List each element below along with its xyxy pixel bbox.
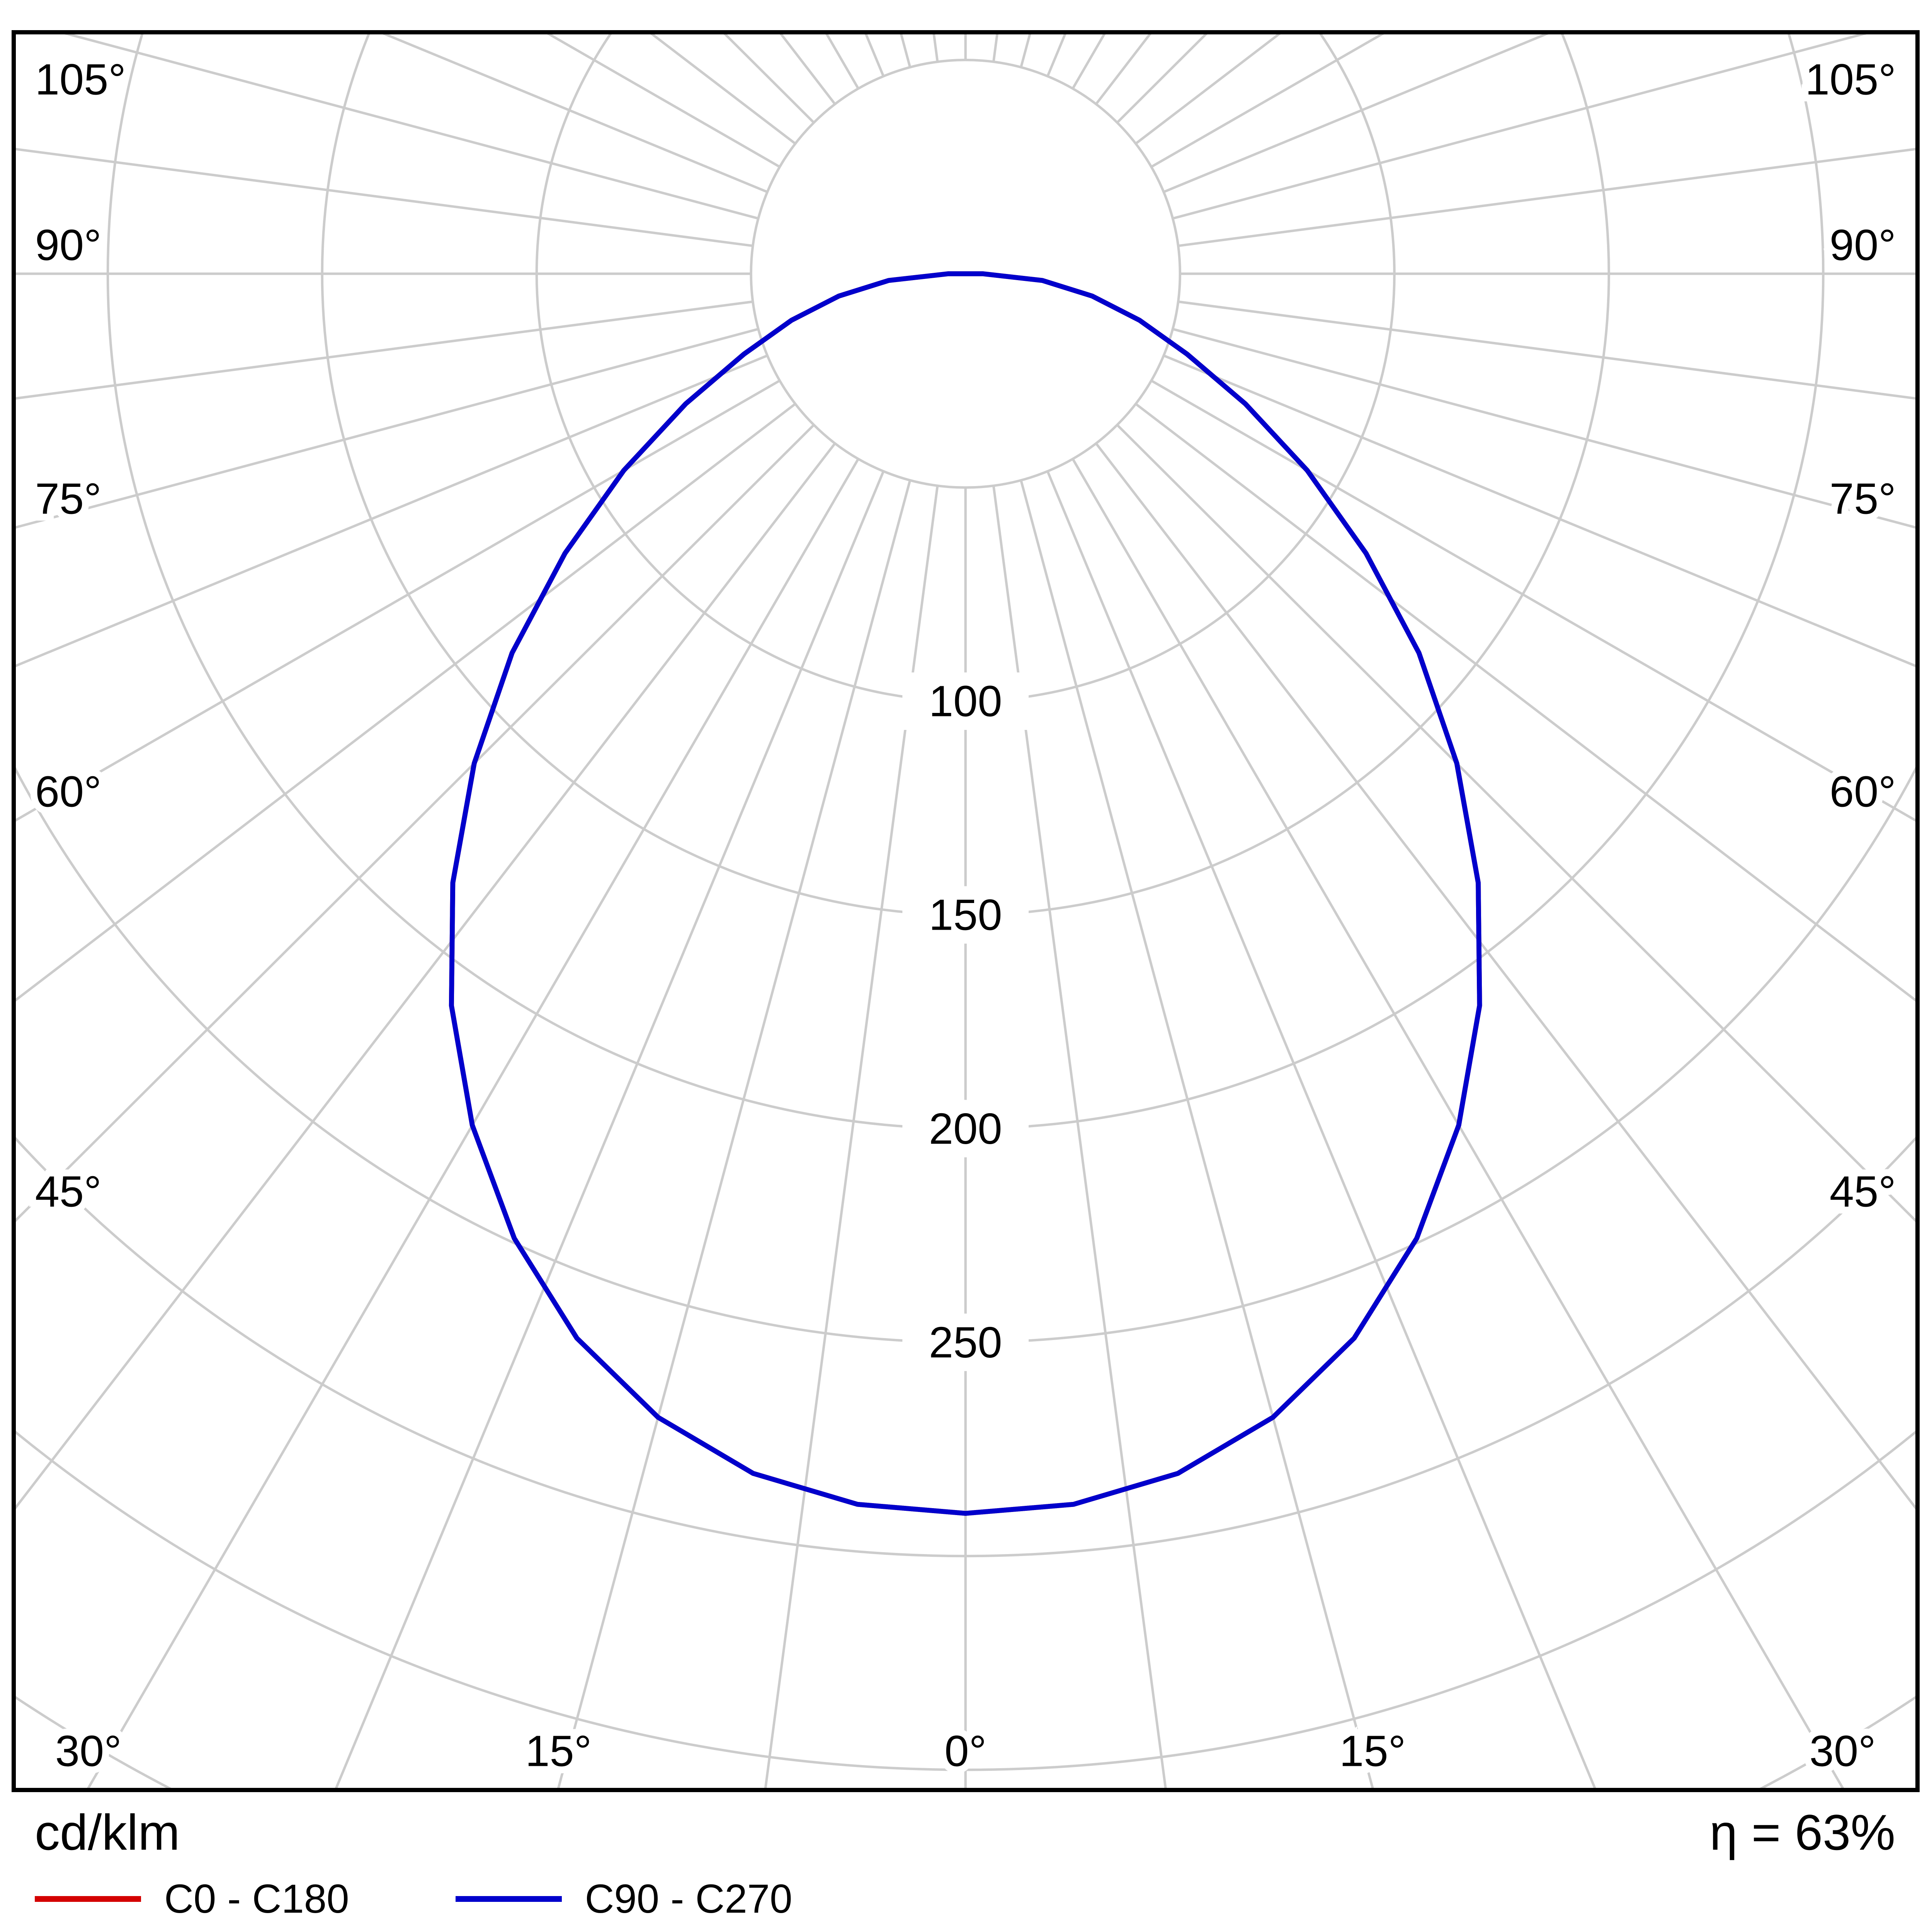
angle-tick-label-105-right: 105°	[1805, 55, 1896, 104]
grid-radial-112.5	[1163, 34, 1549, 193]
units-label: cd/klm	[35, 1804, 180, 1861]
legend-item-c90-c270: C90 - C270	[455, 1876, 793, 1922]
angle-tick-label-105-left: 105°	[35, 55, 126, 104]
grid-radial-262.5	[16, 148, 753, 247]
ring-tick-label-mask	[902, 672, 1029, 730]
angle-tick-label-90-left: 90°	[35, 221, 102, 270]
intensity-curve-c90-c270	[449, 271, 1482, 1516]
grid-radial-315	[16, 423, 815, 1222]
ring-tick-label-150: 150	[929, 890, 1002, 939]
ring-tick-label-250: 250	[929, 1318, 1002, 1367]
angle-tick-label-30-left: 30°	[55, 1726, 122, 1776]
grid-radial-352.5	[764, 485, 939, 1788]
grid-radial-165	[1020, 34, 1031, 68]
chart-footer: cd/klm η = 63% C0 - C180 C90 - C270	[35, 1804, 1895, 1932]
grid-radial-300	[16, 379, 781, 821]
legend-label-c90-c270: C90 - C270	[585, 1876, 793, 1922]
ring-tick-label-mask	[902, 1099, 1029, 1157]
grid-radial-285	[16, 327, 759, 529]
grid-radial-75	[1172, 327, 1915, 529]
ring-tick-label-mask	[902, 886, 1029, 944]
grid-radial-240	[547, 34, 781, 168]
efficiency-label: η = 63%	[1709, 1804, 1895, 1861]
angle-tick-label-15-right: 15°	[1339, 1726, 1406, 1776]
grid-radial-195	[900, 34, 912, 68]
grid-radial-105	[1172, 34, 1867, 220]
ring-tick-label-mask	[902, 1313, 1029, 1371]
polar-chart-svg: 100 150 200 250 0° 15° 15° 30° 30° 45° 45° 60° 60° 75…	[16, 34, 1915, 1788]
grid-radial-15	[1020, 480, 1374, 1788]
grid-radial-30	[1071, 458, 1844, 1788]
legend-item-c0-c180: C0 - C180	[35, 1879, 349, 1919]
legend-swatch-c90-c270-icon	[455, 1896, 562, 1902]
grid-radial-307.5	[16, 403, 796, 1002]
grid-radial-37.5	[1095, 442, 1915, 1509]
angle-tick-label-15-left: 15°	[525, 1726, 592, 1776]
legend-label-c0-c180: C0 - C180	[164, 1876, 349, 1922]
angle-tick-label-45-left: 45°	[35, 1167, 102, 1216]
angle-tick-label-60-left: 60°	[35, 767, 102, 816]
grid-radial-67.5	[1163, 354, 1915, 667]
grid-radial-247.5	[382, 34, 768, 193]
angle-tick-label-60-right: 60°	[1830, 767, 1896, 816]
grid-radial-255	[64, 34, 759, 220]
grid-radial-345	[557, 480, 912, 1788]
angle-tick-label-45-right: 45°	[1830, 1167, 1896, 1216]
legend-swatch-c0-c180-icon	[35, 1896, 141, 1902]
polar-plot-area: 100 150 200 250 0° 15° 15° 30° 30° 45° 45° 60° 60° 75…	[12, 30, 1920, 1792]
grid-radial-60	[1150, 379, 1915, 821]
grid-radial-52.5	[1135, 403, 1915, 1002]
grid-radial-82.5	[1178, 300, 1915, 400]
grid-radial-22.5	[1046, 470, 1596, 1788]
angle-tick-label-0-right: 0°	[944, 1726, 986, 1776]
angle-tick-label-30-right: 30°	[1810, 1726, 1876, 1776]
grid-radial-322.5	[16, 442, 836, 1509]
ring-tick-label-100: 100	[929, 677, 1002, 726]
grid-radial-7.5	[992, 485, 1167, 1788]
grid-radial-337.5	[335, 470, 885, 1788]
grid-radial-45	[1116, 423, 1915, 1222]
grid-radial-120	[1150, 34, 1384, 168]
angle-tick-label-75-left: 75°	[35, 474, 102, 523]
angle-tick-label-75-right: 75°	[1830, 474, 1896, 523]
angle-tick-label-90-right: 90°	[1830, 221, 1896, 270]
ring-tick-label-200: 200	[929, 1104, 1002, 1153]
legend: C0 - C180 C90 - C270	[35, 1879, 793, 1919]
grid-radial-277.5	[16, 300, 753, 400]
grid-radial-292.5	[16, 354, 768, 667]
grid-radial-330	[87, 458, 860, 1788]
grid-radial-97.5	[1178, 148, 1915, 247]
